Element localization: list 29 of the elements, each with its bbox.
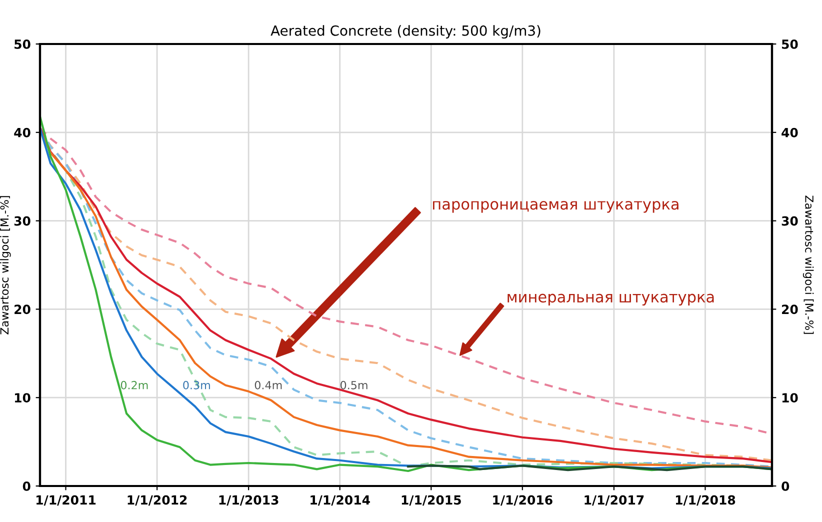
y2-axis-title: Zawartosc wilgoci [M.-%] (802, 196, 814, 334)
annotation: 0.3m (183, 380, 210, 390)
y-tick-label: 0 (22, 481, 30, 491)
y2-tick-label: 50 (782, 39, 798, 49)
chart-title: Aerated Concrete (density: 500 kg/m3) (270, 25, 540, 39)
annotation: 0.5m (340, 380, 368, 390)
y-tick-label: 30 (14, 216, 30, 226)
x-tick-label: 1/1/2015 (402, 495, 461, 506)
x-tick-label: 1/1/2017 (584, 495, 644, 506)
x-tick-label: 1/1/2018 (676, 495, 736, 506)
y-tick-label: 20 (14, 304, 30, 314)
y2-tick-label: 0 (782, 481, 790, 491)
x-tick-label: 1/1/2012 (128, 495, 187, 506)
x-tick-label: 1/1/2013 (219, 495, 278, 506)
y-axis-title: Zawartosc wilgoci [M.-%] (0, 196, 11, 334)
annotation: минеральная штукатурка (508, 294, 714, 306)
y2-tick-label: 40 (782, 128, 798, 138)
annotation: 0.2m (120, 380, 148, 390)
y2-tick-label: 30 (782, 216, 798, 226)
x-tick-label: 1/1/2014 (310, 495, 370, 506)
y-tick-label: 40 (14, 128, 30, 138)
y2-tick-label: 20 (782, 304, 798, 314)
x-tick-label: 1/1/2011 (36, 495, 96, 506)
annotation: 0.4m (254, 380, 282, 390)
y-tick-label: 10 (14, 393, 30, 403)
y-tick-label: 50 (14, 39, 30, 49)
x-tick-label: 1/1/2016 (493, 495, 552, 506)
y2-tick-label: 10 (782, 393, 798, 403)
annotation: паропроницаемая штукатурка (433, 200, 678, 213)
